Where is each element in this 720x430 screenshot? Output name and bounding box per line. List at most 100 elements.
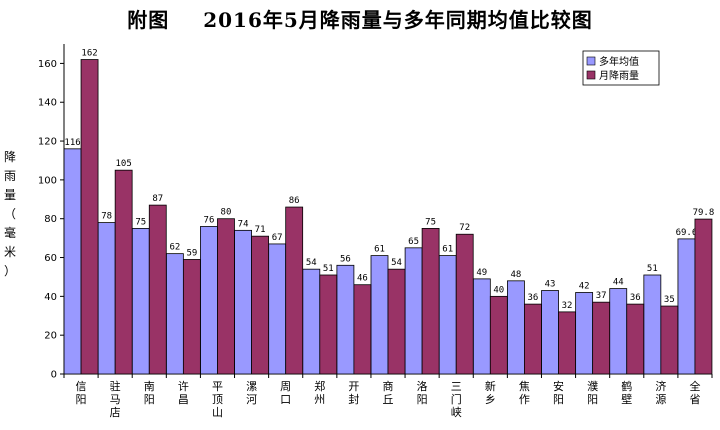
bar-avg xyxy=(200,226,218,375)
x-category-label: 焦 xyxy=(519,380,530,393)
x-category-label: 顶 xyxy=(212,393,223,406)
y-tick-label: 0 xyxy=(51,370,57,381)
x-category-label: 济 xyxy=(655,379,666,393)
bar-rainfall xyxy=(353,284,372,375)
data-label-avg: 69.6 xyxy=(676,228,698,238)
y-axis-label-char: 量 xyxy=(3,188,16,202)
bar-avg xyxy=(507,280,525,375)
data-label-rainfall: 59 xyxy=(186,248,197,258)
y-tick-label: 140 xyxy=(38,98,57,109)
x-category-label: 周 xyxy=(280,380,291,393)
data-label-avg: 42 xyxy=(579,281,590,291)
y-axis-label: 降雨量 （ 毫米 ） xyxy=(2,148,18,281)
data-label-rainfall: 51 xyxy=(323,264,334,274)
data-label-rainfall: 36 xyxy=(527,293,538,303)
y-axis-label-char: 毫 xyxy=(3,226,16,240)
y-tick-label: 100 xyxy=(38,175,57,186)
x-category-label: 信 xyxy=(76,380,87,393)
data-label-avg: 67 xyxy=(272,233,283,243)
x-category-label: 三 xyxy=(451,380,462,393)
x-category-label: 郑 xyxy=(314,379,325,393)
legend-box xyxy=(582,50,660,86)
x-category-label: 壁 xyxy=(621,392,632,406)
data-label-rainfall: 79.8 xyxy=(693,208,715,218)
bar-rainfall xyxy=(626,303,645,375)
bar-rainfall xyxy=(114,169,133,375)
legend-label: 月降雨量 xyxy=(599,69,639,82)
y-tick-label: 40 xyxy=(44,292,57,303)
data-label-rainfall: 105 xyxy=(116,159,132,169)
x-category-label: 阳 xyxy=(76,393,87,406)
bar-avg xyxy=(370,255,389,375)
data-label-avg: 43 xyxy=(545,280,556,290)
y-tick-label: 20 xyxy=(44,331,57,342)
data-label-rainfall: 36 xyxy=(630,293,641,303)
x-category-label: 南 xyxy=(144,380,155,393)
y-axis-label-char: 降 xyxy=(3,150,16,164)
chart-title-prefix: 附图 xyxy=(127,8,170,32)
x-category-label: 门 xyxy=(451,392,462,406)
x-category-label: 口 xyxy=(280,393,291,406)
x-category-label: 驻 xyxy=(110,379,121,393)
data-label-rainfall: 46 xyxy=(357,274,368,284)
y-axis-label-char: （ xyxy=(3,207,16,221)
x-category-label: 开 xyxy=(348,380,359,393)
bar-rainfall xyxy=(524,303,542,375)
data-label-avg: 44 xyxy=(613,278,624,288)
data-label-rainfall: 40 xyxy=(493,285,504,295)
x-category-label: 全 xyxy=(689,379,700,393)
bar-rainfall xyxy=(251,235,269,375)
data-label-avg: 54 xyxy=(306,258,317,268)
bar-avg xyxy=(575,292,594,375)
y-tick-label: 80 xyxy=(44,214,57,225)
y-tick-label: 60 xyxy=(44,253,57,264)
data-label-rainfall: 86 xyxy=(289,196,300,206)
y-tick-label: 160 xyxy=(38,59,57,70)
data-label-rainfall: 162 xyxy=(81,49,97,59)
data-label-avg: 78 xyxy=(101,212,112,222)
bar-rainfall xyxy=(455,233,474,375)
data-label-avg: 61 xyxy=(374,245,385,255)
y-tick-label: 120 xyxy=(38,137,57,148)
data-label-rainfall: 87 xyxy=(152,194,163,204)
x-category-label: 峡 xyxy=(451,405,462,419)
x-category-label: 昌 xyxy=(178,393,189,406)
x-category-label: 阳 xyxy=(417,393,428,406)
bar-rainfall xyxy=(217,218,235,375)
bar-avg xyxy=(165,253,184,375)
x-category-label: 阳 xyxy=(553,393,564,406)
x-category-label: 漯 xyxy=(246,380,257,393)
data-label-avg: 51 xyxy=(647,264,658,274)
legend-swatch xyxy=(586,56,596,66)
x-category-label: 新 xyxy=(485,379,496,393)
bar-rainfall xyxy=(148,204,167,375)
legend-swatch xyxy=(586,70,596,80)
data-label-avg: 48 xyxy=(510,270,521,280)
data-label-rainfall: 72 xyxy=(459,223,470,233)
bar-avg xyxy=(643,274,662,375)
bar-rainfall xyxy=(387,268,406,375)
y-axis-label-char: ） xyxy=(3,264,16,278)
x-category-label: 省 xyxy=(689,393,700,406)
bar-avg xyxy=(541,290,559,375)
data-label-rainfall: 80 xyxy=(221,208,232,218)
y-axis-label-char: 雨 xyxy=(3,169,16,183)
x-category-label: 河 xyxy=(246,393,257,406)
x-category-label: 封 xyxy=(348,392,359,406)
x-category-label: 安 xyxy=(553,379,564,393)
bar-avg xyxy=(472,278,491,375)
bar-avg xyxy=(234,229,252,375)
x-category-label: 作 xyxy=(519,393,530,406)
bar-rainfall xyxy=(182,259,201,375)
data-label-avg: 49 xyxy=(476,268,487,278)
y-axis-label-char: 米 xyxy=(3,245,16,259)
data-label-rainfall: 35 xyxy=(664,295,675,305)
x-category-label: 阳 xyxy=(144,393,155,406)
x-category-label: 洛 xyxy=(417,379,428,393)
data-label-rainfall: 54 xyxy=(391,258,402,268)
bar-avg xyxy=(63,148,82,375)
data-label-avg: 56 xyxy=(340,254,351,264)
data-label-rainfall: 71 xyxy=(255,225,266,235)
data-label-avg: 116 xyxy=(64,138,80,148)
bar-rainfall xyxy=(80,59,99,375)
